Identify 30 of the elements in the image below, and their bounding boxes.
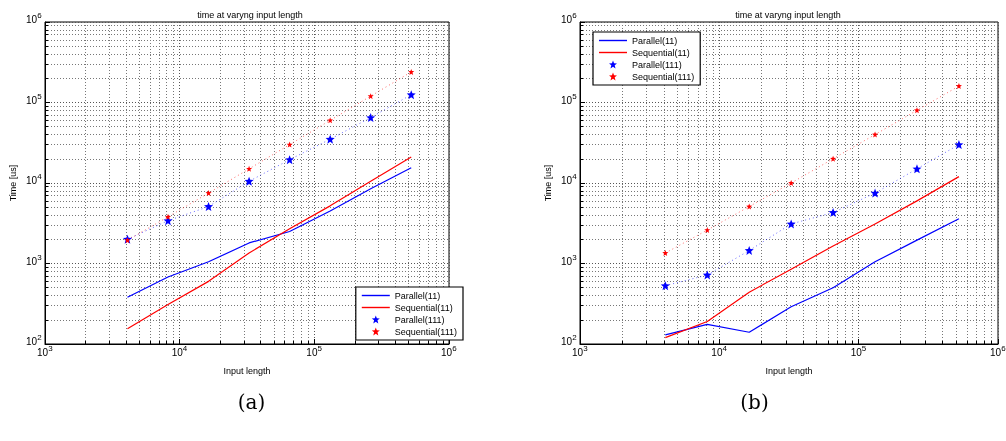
y-tick-label: 10$^{6}$ xyxy=(561,11,577,26)
text: (b) xyxy=(739,390,770,414)
y-axis-title: Time [us] xyxy=(542,164,553,202)
x-tick-label: 10$^{5}$ xyxy=(850,344,867,359)
y-tick-label: 10$^{5}$ xyxy=(26,91,42,107)
y-tick-label: 10$^{4}$ xyxy=(26,172,42,187)
legend-label: Sequential(111) xyxy=(632,71,695,82)
x-tick-label: 10$^{4}$ xyxy=(711,344,727,359)
legend-label: Parallel(111) xyxy=(394,314,445,325)
x-tick-label: 10$^{5}$ xyxy=(306,344,322,359)
y-axis-title: Time [us] xyxy=(7,164,18,202)
legend-label: Parallel(11) xyxy=(394,290,441,301)
text: (a) xyxy=(236,390,267,414)
x-tick-label: 10$^{6}$ xyxy=(990,344,1006,359)
x-axis-title: Input length xyxy=(223,365,271,376)
x-axis-title: Input length xyxy=(765,365,813,376)
y-tick-label: 10$^{3}$ xyxy=(561,252,577,268)
x-tick-label: 10$^{4}$ xyxy=(171,344,188,359)
legend-label: Sequential(11) xyxy=(632,47,690,58)
legend-label: Parallel(111) xyxy=(632,59,682,70)
y-tick-label: 10$^{4}$ xyxy=(561,172,577,187)
legend-label: Sequential(111) xyxy=(394,326,458,337)
chart-title: time at varyng input length xyxy=(735,9,841,20)
y-tick-label: 10$^{3}$ xyxy=(26,252,42,268)
x-tick-label: 10$^{6}$ xyxy=(441,344,457,359)
chart-title: time at varyng input length xyxy=(197,9,303,20)
y-tick-label: 10$^{6}$ xyxy=(26,11,42,26)
legend-label: Sequential(11) xyxy=(394,302,453,313)
y-tick-label: 10$^{5}$ xyxy=(561,91,577,107)
legend-label: Parallel(11) xyxy=(632,35,678,46)
